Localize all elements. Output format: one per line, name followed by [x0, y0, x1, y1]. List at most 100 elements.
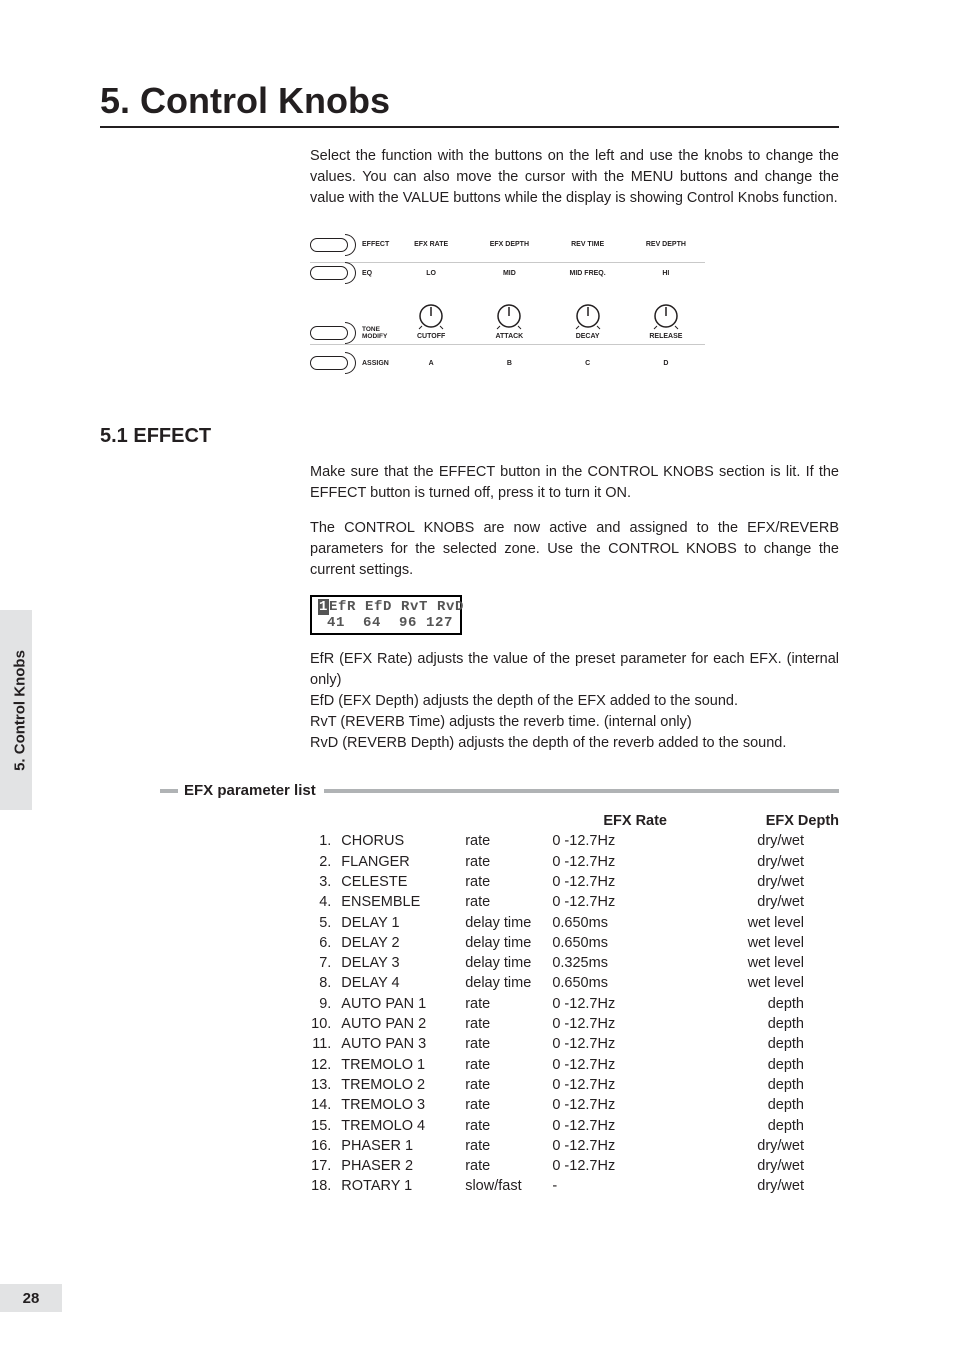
col-hi: HI: [627, 270, 705, 277]
panel-row-eq-heads: EQ LO MID MID FREQ. HI: [310, 263, 705, 283]
efx-num: 17.: [310, 1156, 341, 1176]
efx-num: 4.: [310, 892, 341, 912]
knob-attack: ATTACK: [470, 301, 548, 340]
efx-rate: 0 -12.7Hz: [552, 1034, 649, 1054]
desc-efd: EfD (EFX Depth) adjusts the depth of the…: [310, 691, 839, 712]
efx-param: rate: [465, 1156, 552, 1176]
efx-num: 14.: [310, 1095, 341, 1115]
effect-button-label: EFFECT: [362, 241, 389, 248]
efx-param: rate: [465, 892, 552, 912]
efx-rate: 0 -12.7Hz: [552, 1156, 649, 1176]
col-d: D: [627, 360, 705, 367]
col-efx-depth: EFX DEPTH: [470, 241, 548, 248]
efx-rate: 0 -12.7Hz: [552, 831, 649, 851]
efx-name: AUTO PAN 1: [341, 994, 465, 1014]
efx-row: 12.TREMOLO 1rate0 -12.7Hzdepth: [310, 1055, 839, 1075]
efx-depth: wet level: [649, 933, 839, 953]
efx-name: ROTARY 1: [341, 1176, 465, 1196]
col-lo: LO: [392, 270, 470, 277]
desc-rvt: RvT (REVERB Time) adjusts the reverb tim…: [310, 712, 839, 733]
efx-table: EFX Rate EFX Depth 1.CHORUSrate0 -12.7Hz…: [310, 813, 839, 1196]
efx-depth: dry/wet: [649, 1176, 839, 1196]
efx-name: PHASER 1: [341, 1136, 465, 1156]
efx-name: DELAY 3: [341, 953, 465, 973]
efx-depth: depth: [649, 1095, 839, 1115]
efx-row: 13.TREMOLO 2rate0 -12.7Hzdepth: [310, 1075, 839, 1095]
efx-row: 7.DELAY 3delay time0.325mswet level: [310, 953, 839, 973]
sub-decay: DECAY: [576, 333, 600, 340]
efx-num: 1.: [310, 831, 341, 851]
efx-rate: 0.650ms: [552, 913, 649, 933]
col-efx-depth: EFX Depth: [718, 813, 839, 829]
sub-cutoff: CUTOFF: [417, 333, 445, 340]
eq-button-label: EQ: [362, 270, 372, 277]
efx-param: delay time: [465, 933, 552, 953]
efx-depth: wet level: [649, 953, 839, 973]
col-c: C: [549, 360, 627, 367]
efx-row: 16.PHASER 1rate0 -12.7Hzdry/wet: [310, 1136, 839, 1156]
col-a: A: [392, 360, 470, 367]
efx-row: 2.FLANGERrate0 -12.7Hzdry/wet: [310, 852, 839, 872]
lcd-bottom: 41 64 96 127: [318, 615, 453, 631]
lcd-display: 1EfR EfD RvT RvD 41 64 96 127: [310, 595, 462, 635]
efx-param: rate: [465, 1136, 552, 1156]
efx-name: TREMOLO 4: [341, 1116, 465, 1136]
efx-num: 9.: [310, 994, 341, 1014]
col-efx-rate: EFX RATE: [392, 241, 470, 248]
col-mid: MID: [470, 270, 548, 277]
efx-name: ENSEMBLE: [341, 892, 465, 912]
efx-rate: 0 -12.7Hz: [552, 1095, 649, 1115]
efx-heading: EFX parameter list: [184, 782, 324, 799]
panel-row-assign: ASSIGN A B C D: [310, 345, 705, 381]
efx-depth: depth: [649, 1116, 839, 1136]
efx-num: 3.: [310, 872, 341, 892]
efx-table-head: EFX Rate EFX Depth: [310, 813, 839, 829]
efx-depth: dry/wet: [649, 892, 839, 912]
efx-num: 8.: [310, 973, 341, 993]
efx-param: slow/fast: [465, 1176, 552, 1196]
efx-depth: depth: [649, 1014, 839, 1034]
efx-depth: wet level: [649, 973, 839, 993]
col-b: B: [470, 360, 548, 367]
efx-row: 14.TREMOLO 3rate0 -12.7Hzdepth: [310, 1095, 839, 1115]
efx-name: AUTO PAN 2: [341, 1014, 465, 1034]
assign-button-icon: [310, 356, 348, 370]
page-number: 28: [0, 1284, 62, 1312]
knob-icon: [494, 301, 524, 331]
desc-rvd: RvD (REVERB Depth) adjusts the depth of …: [310, 733, 839, 754]
desc-efr: EfR (EFX Rate) adjusts the value of the …: [310, 649, 839, 691]
efx-num: 12.: [310, 1055, 341, 1075]
knob-cutoff: CUTOFF: [392, 301, 470, 340]
section-title: 5.1 EFFECT: [100, 425, 839, 448]
efx-rate: 0 -12.7Hz: [552, 1136, 649, 1156]
efx-depth: dry/wet: [649, 831, 839, 851]
chapter-title: 5. Control Knobs: [100, 80, 839, 128]
efx-row: 11.AUTO PAN 3rate0 -12.7Hzdepth: [310, 1034, 839, 1054]
lcd-top: EfR EfD RvT RvD: [329, 599, 464, 615]
efx-param: rate: [465, 1075, 552, 1095]
efx-rate: 0 -12.7Hz: [552, 852, 649, 872]
efx-num: 11.: [310, 1034, 341, 1054]
knob-decay: DECAY: [549, 301, 627, 340]
efx-param: rate: [465, 994, 552, 1014]
efx-rate: 0.650ms: [552, 933, 649, 953]
heading-line: [324, 789, 839, 793]
efx-rate: 0.325ms: [552, 953, 649, 973]
efx-rate: 0 -12.7Hz: [552, 892, 649, 912]
efx-param: delay time: [465, 913, 552, 933]
efx-param: rate: [465, 1116, 552, 1136]
chapter-intro: Select the function with the buttons on …: [310, 146, 839, 209]
knob-release: RELEASE: [627, 301, 705, 340]
efx-rate: 0 -12.7Hz: [552, 1014, 649, 1034]
efx-num: 6.: [310, 933, 341, 953]
efx-row: 1.CHORUSrate0 -12.7Hzdry/wet: [310, 831, 839, 851]
efx-row: 17.PHASER 2rate0 -12.7Hzdry/wet: [310, 1156, 839, 1176]
efx-num: 18.: [310, 1176, 341, 1196]
side-tab: 5. Control Knobs: [0, 610, 32, 810]
panel-row-knobs: TONEMODIFY CUTOFF ATTACK DECAY RELEASE: [310, 283, 705, 345]
efx-num: 16.: [310, 1136, 341, 1156]
efx-row: 9.AUTO PAN 1rate0 -12.7Hzdepth: [310, 994, 839, 1014]
efx-name: TREMOLO 3: [341, 1095, 465, 1115]
col-rev-time: REV TIME: [549, 241, 627, 248]
efx-param: delay time: [465, 973, 552, 993]
